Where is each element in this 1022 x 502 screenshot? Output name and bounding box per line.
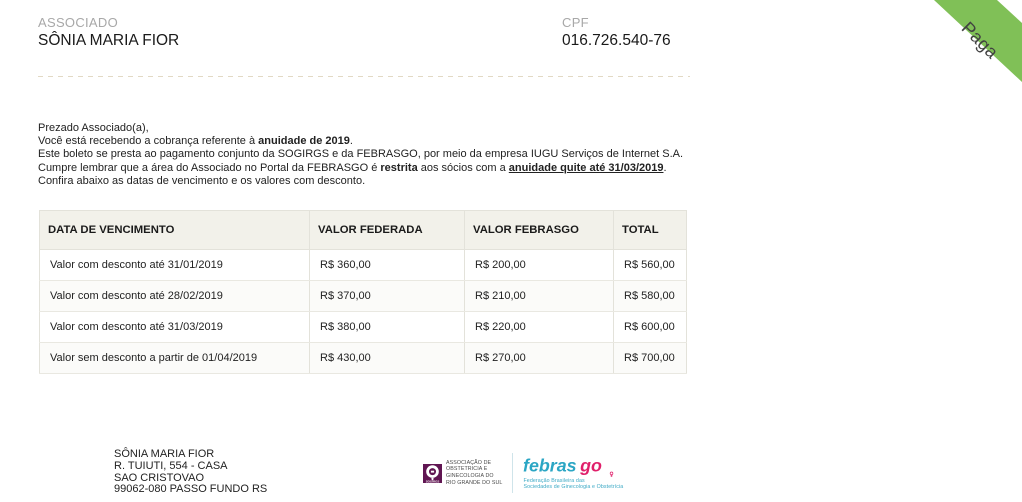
svg-text:go: go [580,456,603,476]
svg-text:SOGIRGS: SOGIRGS [426,479,440,483]
svg-text:febras: febras [524,456,578,476]
